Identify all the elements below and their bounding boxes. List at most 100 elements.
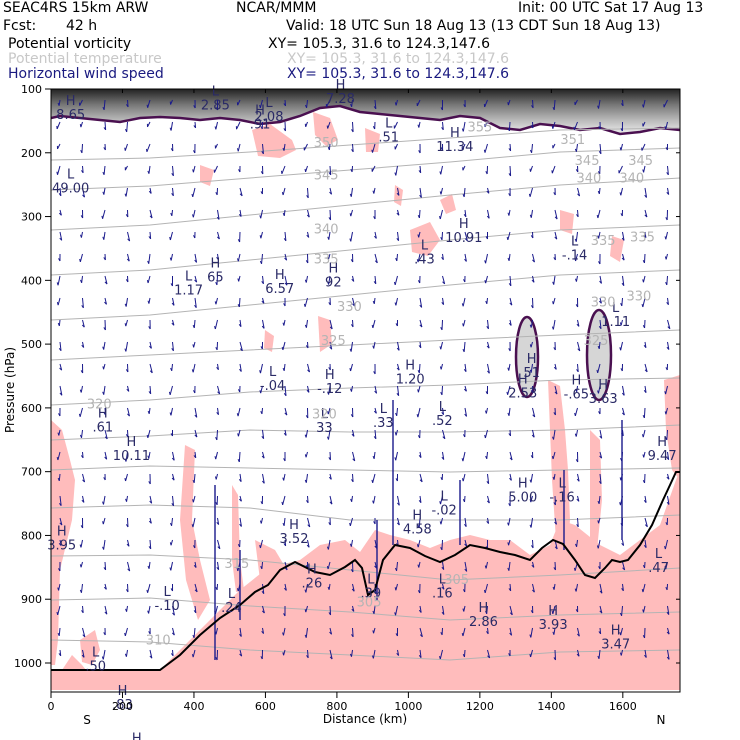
wind-arrow-274	[284, 407, 288, 416]
extremum-type: L	[655, 547, 663, 562]
wind-arrow-680	[644, 187, 648, 198]
wind-arrow-61	[104, 297, 107, 305]
wind-arrow-197	[215, 429, 218, 441]
wind-arrow-4	[58, 187, 62, 197]
wind-arrow-572	[552, 99, 556, 111]
wind-arrow-26	[79, 99, 83, 106]
wind-arrow-257	[261, 605, 265, 614]
wind-arrow-293	[305, 253, 309, 264]
wind-arrow-279	[282, 517, 286, 526]
wind-arrow-137	[169, 253, 173, 261]
wind-arrow-634	[598, 319, 602, 330]
wind-arrow-491	[462, 605, 466, 612]
terrain-line	[51, 471, 680, 671]
axes: 0 200 400 600 800 1000 1200 1400 1600 100 200 300 40…	[14, 83, 680, 713]
extremum-type: H	[450, 126, 460, 141]
wind-arrow-617	[576, 517, 579, 528]
wind-arrow-589	[552, 473, 556, 480]
wind-arrow-648	[598, 627, 602, 635]
wind-arrow-558	[529, 363, 533, 373]
wind-arrow-240	[259, 231, 263, 239]
extremum-type: H	[518, 373, 528, 388]
extremum-value: 11.34	[436, 140, 473, 155]
wind-arrow-102	[124, 627, 128, 637]
wind-arrow-242	[261, 275, 264, 285]
wind-arrow-132	[170, 143, 174, 152]
wind-arrow-169	[193, 385, 196, 394]
wind-arrow-127	[147, 605, 151, 614]
wind-arrow-654	[619, 187, 623, 196]
wind-arrow-566	[531, 539, 534, 549]
wind-arrow-123	[148, 517, 152, 524]
extremum-type: H	[527, 352, 537, 367]
extremum-value: 7.28	[326, 92, 355, 107]
wind-arrow-506	[487, 363, 490, 374]
y-axis-label: Pressure (hPa)	[3, 347, 17, 433]
theta-label-13: 340	[314, 222, 339, 237]
wind-arrow-316	[329, 187, 333, 195]
wind-arrow-429	[417, 385, 421, 393]
wind-arrow-564	[529, 495, 533, 503]
wind-arrow-376	[373, 363, 376, 375]
wind-arrow-187	[216, 209, 220, 220]
wind-arrow-1	[56, 121, 61, 130]
wind-arrow-330	[329, 495, 333, 505]
wind-arrow-608	[576, 319, 580, 327]
extremum-value: 3.52	[280, 532, 309, 547]
wind-arrow-398	[393, 275, 398, 285]
theta-label-4: 320	[312, 407, 337, 422]
extremum-2: L2.08	[255, 96, 284, 125]
wind-arrow-250	[261, 451, 265, 459]
theta-line-12	[51, 127, 680, 161]
wind-arrow-678	[641, 143, 646, 151]
wind-arrow-104	[146, 99, 151, 108]
wind-arrow-704	[665, 143, 668, 151]
wind-arrow-38	[80, 363, 84, 374]
wind-arrow-219	[239, 341, 243, 352]
theta-label-6: 325	[584, 334, 609, 349]
wind-arrow-370	[374, 231, 377, 239]
wind-arrow-118	[147, 407, 151, 414]
wind-arrow-90	[125, 363, 129, 373]
wind-arrow-203	[216, 561, 220, 570]
wind-arrow-27	[79, 121, 83, 128]
theta-label-5: 325	[321, 334, 346, 349]
wind-arrow-687	[643, 341, 647, 349]
wind-arrow-705	[666, 165, 669, 176]
wind-arrow-304	[306, 495, 309, 504]
wind-arrow-457	[442, 429, 446, 440]
extremum-1: L2.85	[201, 84, 230, 113]
wind-arrow-233	[239, 649, 243, 657]
extremum-type: H	[289, 518, 299, 533]
wind-arrow-501	[484, 253, 488, 264]
wind-arrow-424	[417, 275, 421, 284]
wind-arrow-406	[394, 451, 398, 461]
wind-arrow-663	[621, 385, 625, 396]
wind-arrow-17	[57, 473, 61, 482]
wind-arrow-78	[126, 99, 129, 108]
wind-arrow-333	[326, 561, 331, 570]
wind-arrow-508	[484, 407, 488, 414]
wind-arrow-645	[598, 561, 601, 570]
x-tick-label-0: 0	[48, 700, 55, 713]
wind-arrow-243	[261, 297, 265, 304]
wind-arrow-236	[261, 143, 264, 155]
wind-arrow-19	[59, 517, 63, 526]
wind-arrow-148	[171, 495, 175, 507]
wind-arrow-0	[57, 99, 61, 106]
extremum-0: H8.65	[56, 94, 85, 123]
wind-arrow-180	[192, 627, 196, 639]
wind-arrow-381	[371, 473, 376, 483]
theta-line-2	[51, 554, 680, 581]
wind-arrow-264	[281, 187, 286, 196]
theta-label-2: 315	[224, 557, 249, 572]
wind-arrow-641	[598, 473, 602, 485]
pv-cell-1540	[585, 308, 613, 402]
wind-arrow-415	[396, 649, 400, 656]
wind-arrow-443	[441, 121, 444, 131]
extremum-10: L-.14	[562, 234, 587, 263]
wind-arrow-32	[80, 231, 83, 238]
wind-arrow-291	[306, 209, 310, 218]
wind-arrow-335	[328, 605, 332, 616]
wind-arrow-300	[305, 407, 309, 419]
